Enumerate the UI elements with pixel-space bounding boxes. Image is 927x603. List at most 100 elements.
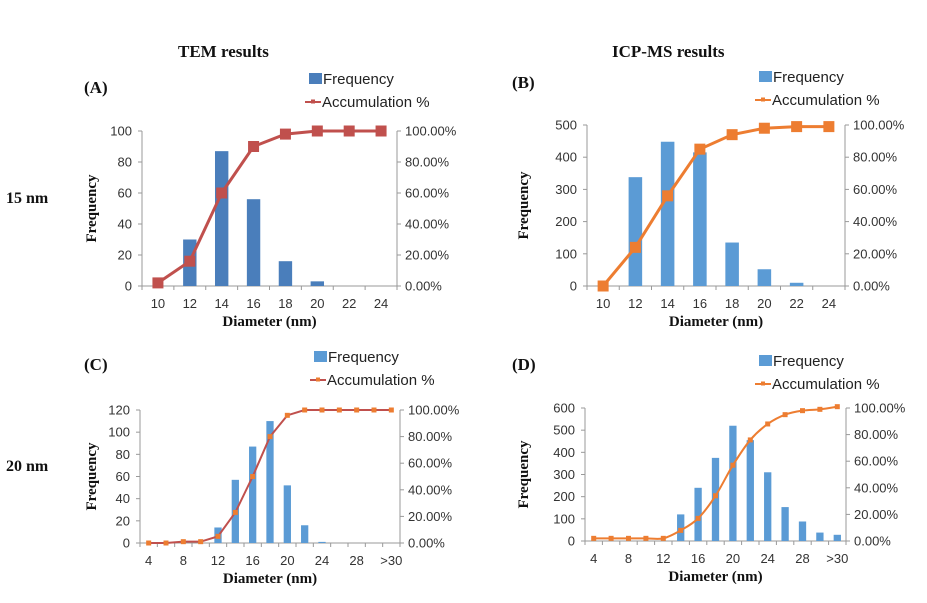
row-label-20nm: 20 nm	[6, 458, 49, 475]
panel-label: (B)	[512, 73, 535, 92]
y-tick-label: 60	[116, 469, 130, 484]
y2-tick-label: 80.00%	[408, 429, 453, 444]
accumulation-marker-18	[267, 434, 273, 440]
y-tick-label: 0	[123, 536, 130, 551]
y-axis-label: Frequency	[516, 171, 532, 240]
bar-14	[660, 141, 675, 286]
y-axis-label: Frequency	[516, 440, 532, 509]
x-tick-label: 14	[660, 296, 674, 311]
accumulation-marker-8	[626, 535, 631, 541]
y2-tick-label: 40.00%	[854, 480, 899, 495]
row-label-15nm: 15 nm	[6, 190, 49, 207]
panel-label: (A)	[84, 78, 108, 97]
x-tick-label: 16	[245, 553, 259, 568]
accumulation-marker-18	[713, 493, 718, 499]
legend: Frequency Accumulation %	[310, 349, 435, 389]
bar-22	[301, 525, 309, 543]
bar-30	[816, 532, 824, 541]
col-title-tem: TEM results	[178, 42, 269, 61]
accumulation-marker-20	[758, 122, 770, 134]
y-tick-label: 500	[555, 118, 577, 133]
bar-18	[266, 421, 274, 543]
accumulation-marker-20	[730, 462, 736, 468]
accumulation-marker-12	[660, 535, 666, 541]
col-title-icpms: ICP-MS results	[612, 42, 725, 61]
accumulation-marker->30	[388, 407, 394, 413]
accumulation-marker-4	[591, 535, 597, 541]
accumulation-marker-16	[694, 143, 706, 155]
x-tick-label: 22	[342, 296, 356, 311]
y-tick-label: 0	[570, 279, 577, 294]
x-tick-label: 24	[822, 296, 836, 311]
x-tick-label: 28	[795, 551, 809, 566]
legend-label-frequency: Frequency	[773, 69, 844, 86]
accumulation-marker-14	[232, 509, 238, 515]
bar-18	[725, 242, 739, 286]
y2-tick-label: 60.00%	[408, 456, 453, 471]
y-tick-label: 600	[553, 401, 575, 416]
x-tick-label: 20	[280, 553, 294, 568]
accumulation-marker-16	[695, 515, 701, 521]
chart-panel-a: (A) 0 20 40 60 80 100 0.00% 20.00% 40.00% 60.00% 80…	[84, 71, 457, 330]
accumulation-marker-12	[184, 255, 196, 267]
y2-tick-label: 20.00%	[853, 246, 898, 261]
legend-swatch-marker	[761, 97, 765, 102]
accumulation-marker-14	[662, 190, 674, 202]
x-tick-label: 20	[757, 296, 771, 311]
y2-tick-label: 20.00%	[408, 509, 453, 524]
legend-swatch-frequency	[759, 71, 772, 82]
y-tick-label: 100	[553, 511, 575, 526]
bar-14	[677, 514, 685, 541]
bar-22	[746, 440, 754, 541]
accumulation-marker-8	[180, 539, 186, 545]
x-tick-label: 4	[590, 551, 597, 566]
x-tick-label: 12	[628, 296, 642, 311]
accumulation-marker-10	[152, 277, 164, 289]
y-tick-label: 0	[125, 279, 132, 294]
x-tick-label: 20	[726, 551, 740, 566]
y2-tick-label: 60.00%	[405, 186, 450, 201]
bar-18	[278, 261, 293, 286]
accumulation-marker-10	[643, 535, 649, 541]
chart-panel-d: (D) 0 100 200 300 400 500 600 0.00% 20.00% 40.00% 6…	[512, 353, 906, 585]
x-axis-label: Diameter (nm)	[223, 571, 317, 587]
x-tick-label: 24	[760, 551, 774, 566]
x-tick-label: 12	[183, 296, 197, 311]
accumulation-marker-30	[817, 406, 823, 412]
y2-tick-label: 80.00%	[853, 150, 898, 165]
accumulation-marker-12	[629, 241, 641, 253]
x-tick-label: 20	[310, 296, 324, 311]
legend-label-accumulation: Accumulation %	[327, 372, 435, 389]
y-tick-label: 80	[118, 155, 132, 170]
accumulation-marker-26	[782, 412, 788, 418]
accumulation-marker-24	[375, 125, 387, 137]
legend-label-accumulation: Accumulation %	[772, 376, 880, 393]
x-tick-label: >30	[380, 553, 402, 568]
y2-tick-label: 60.00%	[854, 454, 899, 469]
y2-tick-label: 100.00%	[853, 118, 905, 133]
x-tick-label: 8	[625, 551, 632, 566]
accumulation-marker-28	[800, 408, 805, 414]
y-tick-label: 80	[116, 447, 130, 462]
legend-swatch-marker	[316, 377, 320, 382]
accumulation-marker-26	[336, 407, 342, 413]
x-tick-label: 28	[349, 553, 363, 568]
x-tick-label: 12	[656, 551, 670, 566]
y-axis-label: Frequency	[84, 174, 100, 243]
y-tick-label: 200	[555, 214, 577, 229]
y-tick-label: 100	[555, 246, 577, 261]
legend-swatch-frequency	[314, 351, 327, 362]
accumulation-marker-4	[146, 540, 152, 546]
y2-tick-label: 20.00%	[405, 248, 450, 263]
bar-16	[246, 199, 261, 286]
accumulation-marker-20	[311, 125, 323, 137]
bar-20	[729, 425, 737, 541]
y2-tick-label: 0.00%	[405, 279, 442, 294]
accumulation-marker-6	[608, 535, 614, 541]
y-tick-label: 300	[553, 467, 575, 482]
bar-24	[318, 541, 326, 543]
y2-tick-label: 40.00%	[408, 482, 453, 497]
y2-tick-label: 100.00%	[405, 124, 457, 139]
y2-tick-label: 60.00%	[853, 182, 898, 197]
